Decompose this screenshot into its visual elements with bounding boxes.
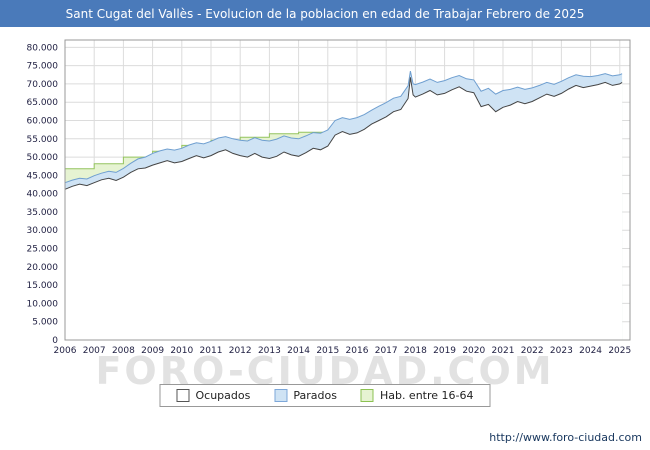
svg-text:2011: 2011 — [200, 346, 223, 356]
svg-text:2020: 2020 — [462, 346, 485, 356]
svg-text:0: 0 — [52, 336, 58, 346]
svg-text:45.000: 45.000 — [27, 171, 59, 181]
svg-text:2023: 2023 — [550, 346, 573, 356]
svg-text:2009: 2009 — [141, 346, 164, 356]
svg-text:2013: 2013 — [258, 346, 281, 356]
svg-text:2019: 2019 — [433, 346, 456, 356]
legend-item-hab-16-64: Hab. entre 16-64 — [360, 389, 474, 402]
svg-text:2008: 2008 — [112, 346, 135, 356]
svg-text:30.000: 30.000 — [27, 226, 59, 236]
chart-legend: Ocupados Parados Hab. entre 16-64 — [159, 384, 491, 407]
svg-text:65.000: 65.000 — [27, 98, 59, 108]
svg-text:2017: 2017 — [375, 346, 398, 356]
svg-text:2021: 2021 — [492, 346, 515, 356]
svg-text:2024: 2024 — [579, 346, 602, 356]
legend-label-hab-16-64: Hab. entre 16-64 — [379, 389, 474, 402]
svg-text:2014: 2014 — [287, 346, 310, 356]
svg-text:2022: 2022 — [521, 346, 544, 356]
svg-text:2016: 2016 — [346, 346, 369, 356]
legend-label-parados: Parados — [293, 389, 337, 402]
svg-text:10.000: 10.000 — [27, 299, 59, 309]
svg-text:55.000: 55.000 — [27, 135, 59, 145]
svg-text:2018: 2018 — [404, 346, 427, 356]
svg-text:35.000: 35.000 — [27, 208, 59, 218]
legend-swatch-hab-16-64 — [360, 389, 374, 402]
footer-link[interactable]: http://www.foro-ciudad.com — [489, 431, 642, 444]
svg-text:2010: 2010 — [170, 346, 193, 356]
svg-text:75.000: 75.000 — [27, 62, 59, 72]
svg-text:2025: 2025 — [608, 346, 631, 356]
svg-text:50.000: 50.000 — [27, 153, 59, 163]
svg-text:80.000: 80.000 — [27, 43, 59, 53]
svg-text:25.000: 25.000 — [27, 245, 59, 255]
svg-text:5.000: 5.000 — [32, 318, 58, 328]
chart-title: Sant Cugat del Vallès - Evolucion de la … — [65, 6, 585, 21]
svg-text:20.000: 20.000 — [27, 263, 59, 273]
title-bar: Sant Cugat del Vallès - Evolucion de la … — [0, 0, 650, 27]
svg-text:2007: 2007 — [83, 346, 106, 356]
legend-item-parados: Parados — [274, 389, 337, 402]
svg-text:70.000: 70.000 — [27, 80, 59, 90]
legend-swatch-ocupados — [176, 389, 190, 402]
legend-label-ocupados: Ocupados — [195, 389, 251, 402]
svg-text:60.000: 60.000 — [27, 116, 59, 126]
svg-text:2015: 2015 — [316, 346, 339, 356]
legend-item-ocupados: Ocupados — [176, 389, 250, 402]
svg-text:2006: 2006 — [54, 346, 77, 356]
svg-text:15.000: 15.000 — [27, 281, 59, 291]
svg-text:40.000: 40.000 — [27, 190, 59, 200]
legend-swatch-parados — [274, 389, 288, 402]
svg-text:2012: 2012 — [229, 346, 252, 356]
